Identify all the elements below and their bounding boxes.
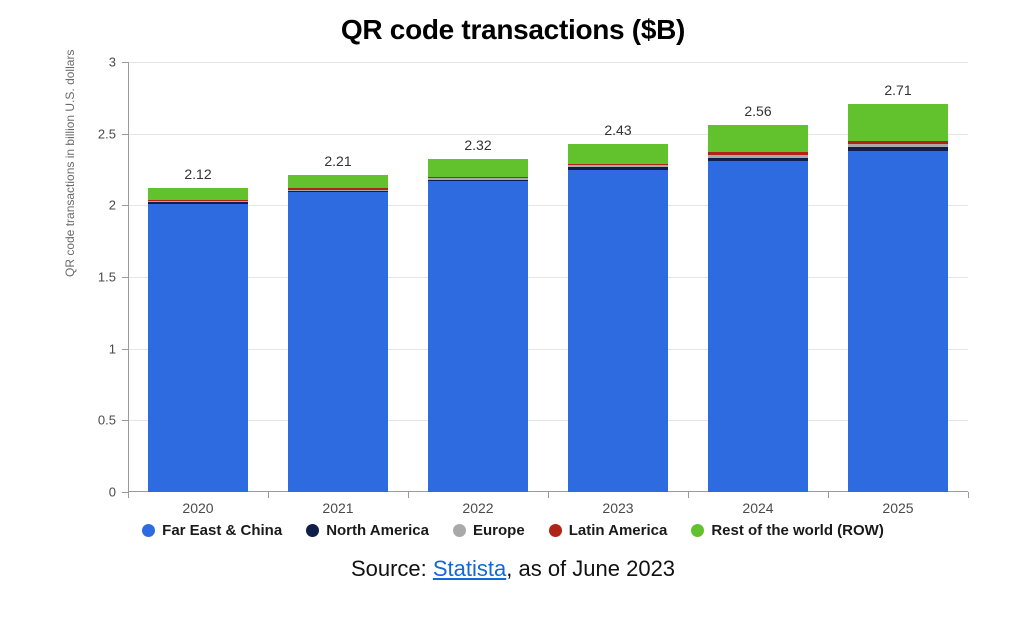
- xtick-label: 2021: [322, 500, 353, 516]
- source-link[interactable]: Statista: [433, 556, 506, 581]
- xtick-mark: [408, 492, 409, 498]
- bar-segment-row: [148, 188, 249, 199]
- bar-segment-far-east-china: [428, 181, 529, 492]
- chart-title: QR code transactions ($B): [0, 0, 1026, 46]
- bar-segment-far-east-china: [708, 161, 809, 492]
- bar-segment-far-east-china: [288, 192, 389, 492]
- legend-label: Rest of the world (ROW): [711, 522, 884, 539]
- ytick-label: 2.5: [98, 126, 116, 141]
- ytick-label: 3: [109, 55, 116, 70]
- bar-segment-north-america: [428, 180, 529, 181]
- source-line: Source: Statista, as of June 2023: [0, 556, 1026, 582]
- bar-total-label: 2.32: [428, 137, 529, 153]
- ytick-label: 1: [109, 341, 116, 356]
- legend-swatch: [453, 524, 466, 537]
- y-axis-title: QR code transactions in billion U.S. dol…: [63, 50, 77, 277]
- xtick-label: 2025: [882, 500, 913, 516]
- bar-segment-north-america: [288, 191, 389, 192]
- xtick-mark: [548, 492, 549, 498]
- xtick-mark: [128, 492, 129, 498]
- bar-segment-latin-america: [708, 152, 809, 155]
- legend-item-latin-america: Latin America: [549, 522, 668, 539]
- legend-item-north-america: North America: [306, 522, 429, 539]
- bar-segment-row: [848, 104, 949, 141]
- bar-group: 2.12: [148, 188, 249, 492]
- ytick-label: 0: [109, 485, 116, 500]
- bar-segment-europe: [288, 190, 389, 191]
- xtick-label: 2024: [742, 500, 773, 516]
- bar-total-label: 2.56: [708, 103, 809, 119]
- xtick-mark: [828, 492, 829, 498]
- bar-segment-latin-america: [568, 164, 669, 165]
- bar-segment-row: [568, 144, 669, 164]
- legend-swatch: [549, 524, 562, 537]
- bar-group: 2.32: [428, 159, 529, 492]
- bar-segment-row: [288, 175, 389, 188]
- xtick-label: 2020: [182, 500, 213, 516]
- bar-group: 2.43: [568, 144, 669, 492]
- source-prefix: Source:: [351, 556, 433, 581]
- bar-total-label: 2.71: [848, 82, 949, 98]
- xtick-mark: [268, 492, 269, 498]
- bar-segment-europe: [708, 155, 809, 158]
- plot-area: 00.511.522.53202020212022202320242025 2.…: [128, 62, 968, 492]
- legend-label: Far East & China: [162, 522, 282, 539]
- bar-segment-europe: [848, 144, 949, 147]
- bar-segment-far-east-china: [568, 170, 669, 493]
- bar-segment-latin-america: [428, 177, 529, 178]
- bars-layer: 2.12 2.21 2.32 2.43 2.56 2.71: [128, 62, 968, 492]
- bar-segment-row: [708, 125, 809, 152]
- legend-label: Latin America: [569, 522, 668, 539]
- bar-total-label: 2.43: [568, 122, 669, 138]
- bar-group: 2.71: [848, 104, 949, 492]
- bar-segment-europe: [148, 201, 249, 202]
- bar-segment-north-america: [568, 167, 669, 170]
- legend-swatch: [691, 524, 704, 537]
- legend-item-far-east-china: Far East & China: [142, 522, 282, 539]
- source-suffix: , as of June 2023: [506, 556, 675, 581]
- xtick-mark: [688, 492, 689, 498]
- legend-item-europe: Europe: [453, 522, 525, 539]
- legend-swatch: [142, 524, 155, 537]
- legend-label: Europe: [473, 522, 525, 539]
- bar-segment-north-america: [848, 147, 949, 151]
- bar-group: 2.21: [288, 175, 389, 492]
- bar-segment-europe: [428, 178, 529, 179]
- ytick-label: 1.5: [98, 270, 116, 285]
- bar-segment-row: [428, 159, 529, 176]
- bar-segment-latin-america: [288, 188, 389, 189]
- bar-segment-north-america: [148, 202, 249, 203]
- bar-segment-europe: [568, 165, 669, 166]
- bar-segment-latin-america: [148, 200, 249, 201]
- legend-swatch: [306, 524, 319, 537]
- bar-segment-far-east-china: [148, 204, 249, 492]
- bar-group: 2.56: [708, 125, 809, 492]
- legend-label: North America: [326, 522, 429, 539]
- xtick-label: 2022: [462, 500, 493, 516]
- bar-total-label: 2.21: [288, 153, 389, 169]
- bar-segment-far-east-china: [848, 151, 949, 492]
- ytick-label: 2: [109, 198, 116, 213]
- ytick-label: 0.5: [98, 413, 116, 428]
- bar-segment-north-america: [708, 158, 809, 161]
- bar-total-label: 2.12: [148, 166, 249, 182]
- bar-segment-latin-america: [848, 141, 949, 144]
- chart-container: QR code transactions ($B) QR code transa…: [0, 0, 1026, 620]
- legend: Far East & China North America Europe Latin…: [0, 522, 1026, 541]
- legend-item-row: Rest of the world (ROW): [691, 522, 884, 539]
- xtick-mark: [968, 492, 969, 498]
- xtick-label: 2023: [602, 500, 633, 516]
